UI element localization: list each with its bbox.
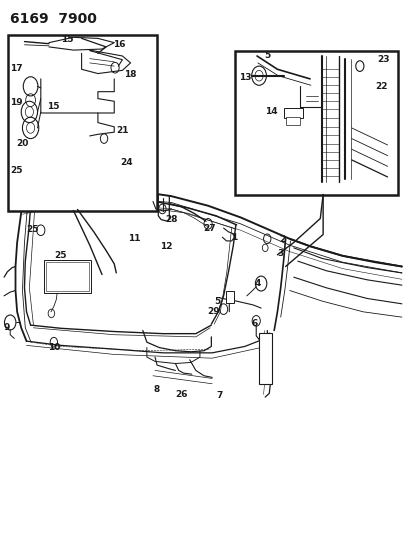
Text: 14: 14 bbox=[265, 108, 277, 116]
Text: 22: 22 bbox=[375, 82, 388, 91]
Text: 6: 6 bbox=[252, 319, 258, 328]
Text: 5: 5 bbox=[214, 297, 220, 305]
Text: 27: 27 bbox=[203, 224, 216, 232]
Text: 24: 24 bbox=[120, 158, 133, 167]
Text: 4: 4 bbox=[255, 279, 262, 288]
Bar bbox=[286, 117, 300, 125]
Bar bbox=[259, 333, 272, 384]
Text: 8: 8 bbox=[153, 385, 159, 393]
Text: 23: 23 bbox=[377, 55, 390, 64]
Text: 28: 28 bbox=[165, 215, 178, 224]
Text: 25: 25 bbox=[10, 166, 23, 175]
Text: 18: 18 bbox=[124, 70, 137, 79]
Text: 9: 9 bbox=[3, 324, 10, 332]
Bar bbox=[44, 260, 91, 293]
Text: 26: 26 bbox=[175, 390, 188, 399]
Text: 25: 25 bbox=[54, 252, 67, 260]
Text: 17: 17 bbox=[10, 64, 23, 72]
Bar bbox=[46, 262, 89, 291]
Text: 11: 11 bbox=[129, 235, 141, 243]
Bar bbox=[226, 291, 234, 303]
Text: 3: 3 bbox=[277, 249, 284, 257]
Bar bbox=[8, 35, 157, 211]
Text: 21: 21 bbox=[116, 126, 129, 135]
Text: 25: 25 bbox=[27, 225, 39, 233]
Text: 7: 7 bbox=[216, 391, 223, 400]
Text: 10: 10 bbox=[48, 343, 60, 352]
Text: 15: 15 bbox=[61, 36, 73, 44]
Text: 5: 5 bbox=[264, 52, 271, 60]
Text: 15: 15 bbox=[47, 102, 59, 111]
Text: 6169  7900: 6169 7900 bbox=[10, 12, 97, 26]
Text: 19: 19 bbox=[10, 98, 23, 107]
Text: 1: 1 bbox=[231, 233, 237, 241]
Text: 29: 29 bbox=[207, 308, 220, 316]
Text: 12: 12 bbox=[160, 243, 173, 251]
Bar bbox=[284, 108, 303, 118]
Text: 13: 13 bbox=[239, 73, 251, 82]
Bar bbox=[235, 51, 398, 195]
Text: 16: 16 bbox=[113, 41, 126, 49]
Text: 2: 2 bbox=[279, 236, 286, 244]
Text: 20: 20 bbox=[16, 140, 29, 148]
